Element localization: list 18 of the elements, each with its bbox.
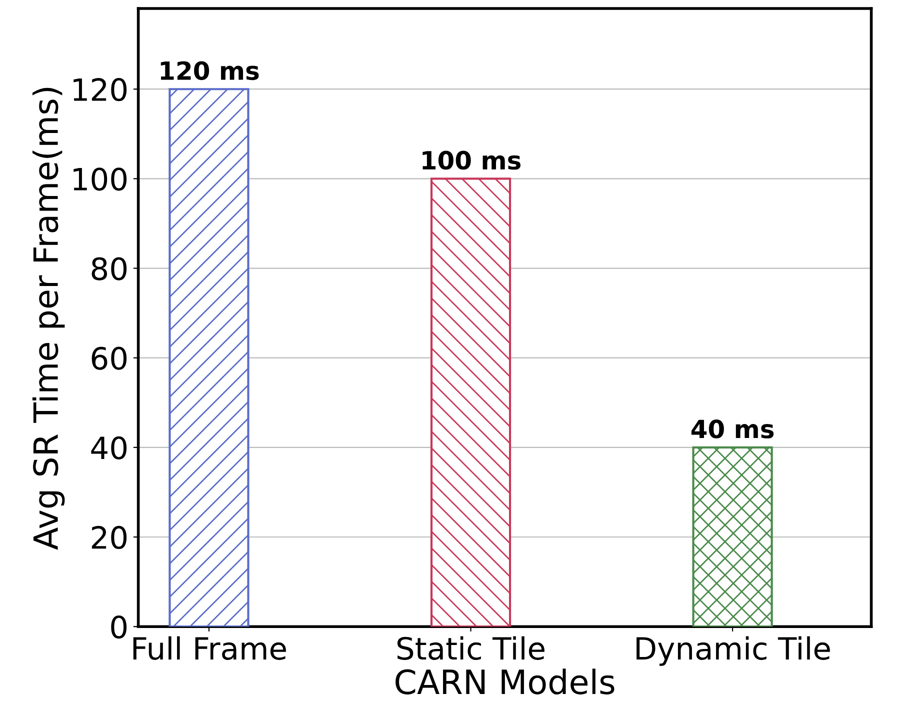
y-axis-title: Avg SR Time per Frame(ms) bbox=[32, 88, 65, 550]
x-tick-label: Full Frame bbox=[133, 636, 286, 660]
y-tick-label: 40 bbox=[91, 436, 127, 460]
y-tick-label: 120 bbox=[74, 78, 127, 102]
bar bbox=[430, 178, 512, 627]
x-tick-label: Static Tile bbox=[397, 636, 544, 660]
y-tick-label: 60 bbox=[92, 346, 127, 370]
bar bbox=[168, 88, 250, 627]
y-tick-label: 0 bbox=[111, 616, 127, 639]
y-tick-label: 100 bbox=[74, 168, 127, 191]
data-label: 40 ms bbox=[691, 420, 774, 438]
y-tick-label: 80 bbox=[92, 257, 127, 280]
x-tick-label: Dynamic Tile bbox=[636, 636, 830, 666]
x-axis-title: CARN Models bbox=[396, 668, 614, 694]
data-label: 120 ms bbox=[160, 61, 259, 80]
bar bbox=[692, 446, 773, 627]
y-tick-label: 20 bbox=[92, 526, 127, 550]
data-label: 100 ms bbox=[422, 150, 520, 170]
